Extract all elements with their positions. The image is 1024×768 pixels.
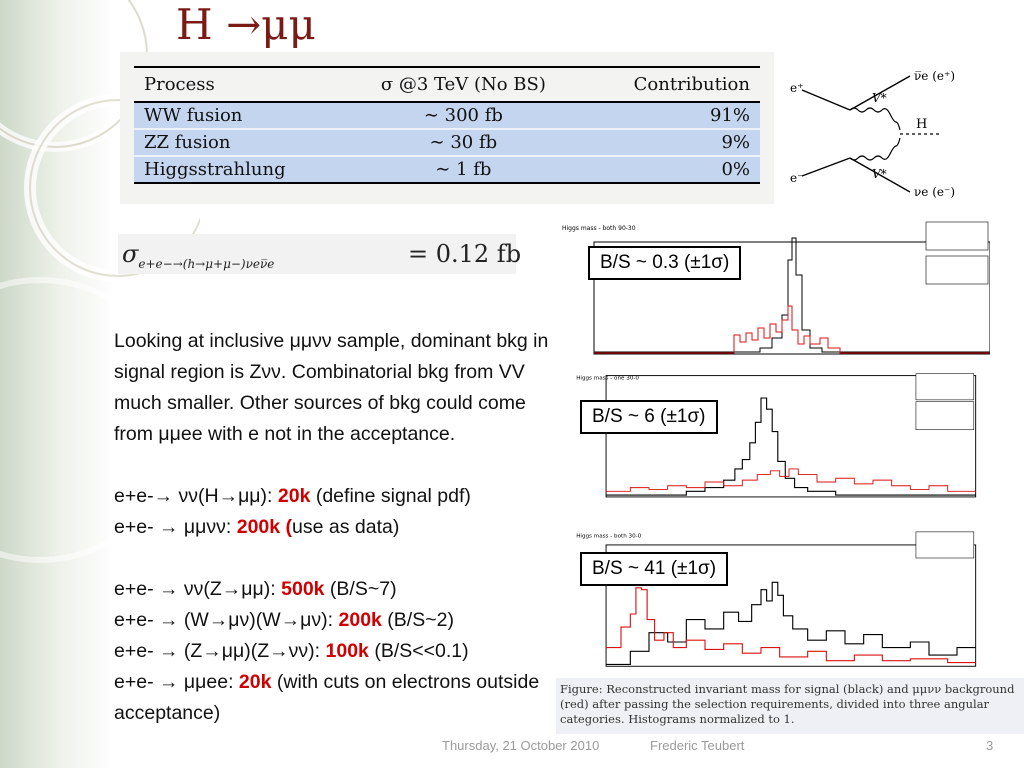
plot-frame <box>605 375 977 498</box>
cross-section-table: Process σ @3 TeV (No BS) Contribution WW… <box>120 52 774 204</box>
background-histogram <box>594 305 990 354</box>
line-text: e+e-→ νν(H→μμ): <box>114 485 278 507</box>
signal-histogram <box>606 397 976 496</box>
histogram-title: Higgs mass - both 30-0 <box>576 533 641 539</box>
stats-box <box>925 221 989 251</box>
header-process: Process <box>134 66 344 103</box>
line-note: (define signal pdf) <box>310 485 471 507</box>
event-count: 20k <box>277 485 311 507</box>
nu-bar-line <box>849 75 911 111</box>
formula-lhs: σe+e−→(h→μ+μ−)νeν̅e <box>122 240 274 271</box>
bs-label: B/S ~ 41 (±1σ) <box>580 552 729 586</box>
line-note: (B/S<<0.1) <box>368 640 469 662</box>
v-top-label: V* <box>872 91 887 105</box>
cell-process: WW fusion <box>144 105 243 126</box>
line-note: (B/S~7) <box>324 578 397 600</box>
event-count: 200k ( <box>236 516 293 538</box>
header-contribution: Contribution <box>583 66 760 103</box>
cell-contribution: 0% <box>721 159 750 180</box>
figure-caption: Figure: Reconstructed invariant mass for… <box>556 678 1024 734</box>
footer-date: Thursday, 21 October 2010 <box>442 738 600 753</box>
cross-section-formula: σe+e−→(h→μ+μ−)νeν̅e = 0.12 fb <box>118 234 521 274</box>
nu-label: νe (e⁻) <box>914 185 955 199</box>
table-row: Higgsstrahlung ∼ 1 fb 0% <box>134 156 760 183</box>
histogram-title: Higgs mass - one 30-0 <box>576 375 639 381</box>
histogram-one-30-0: Higgs mass - one 30-0 <box>574 370 977 510</box>
cell-sigma: ∼ 1 fb <box>435 159 492 180</box>
e-plus-label: e⁺ <box>790 81 803 95</box>
table-row: WW fusion ∼ 300 fb 91% <box>134 102 760 129</box>
v-bot-label: V* <box>872 167 887 181</box>
line-text: e+e- → (W→μν)(W→μν): <box>114 609 339 631</box>
event-count: 500k <box>281 578 325 600</box>
list-item: e+e- → νν(Z→μμ): 500k (B/S~7) <box>114 574 566 605</box>
event-count: 20k <box>238 671 272 693</box>
list-item: e+e- → (Z→μμ)(Z→νν): 100k (B/S<<0.1) <box>114 636 566 667</box>
background-histogram <box>606 587 976 664</box>
list-item: e+e- → (W→μν)(W→μν): 200k (B/S~2) <box>114 605 566 636</box>
e-minus-label: e⁻ <box>790 171 803 185</box>
line-text: e+e- → (Z→μμ)(Z→νν): <box>114 640 326 662</box>
plot-frame <box>605 544 977 667</box>
stats-box <box>915 401 975 431</box>
page-number: 3 <box>986 738 994 753</box>
nu-line <box>849 157 911 193</box>
header-sigma: σ @3 TeV (No BS) <box>343 66 584 103</box>
line-text: e+e- → νν(Z→μμ): <box>114 578 282 600</box>
event-count: 100k <box>325 640 369 662</box>
cell-contribution: 9% <box>721 132 750 153</box>
nu-bar-label: ν̅e (e⁺) <box>914 69 955 83</box>
v-top-wavy <box>849 107 901 131</box>
histogram-both-30-0: Higgs mass - both 30-0 <box>574 530 977 670</box>
stats-box <box>925 255 989 285</box>
bs-label: B/S ~ 6 (±1σ) <box>580 400 718 434</box>
background-histogram <box>606 468 976 492</box>
stats-box <box>915 373 975 401</box>
table-row: ZZ fusion ∼ 30 fb 9% <box>134 129 760 156</box>
cell-process: ZZ fusion <box>144 132 231 153</box>
list-item: e+e- → μμee: 20k (with cuts on electrons… <box>114 667 566 729</box>
line-note: (B/S~2) <box>381 609 454 631</box>
formula-value: = 0.12 fb <box>408 240 522 268</box>
cell-contribution: 91% <box>709 105 750 126</box>
line-text: e+e- → μμee: <box>114 671 239 693</box>
histogram-title: Higgs mass - both 90-30 <box>562 225 636 232</box>
cell-sigma: ∼ 30 fb <box>429 132 498 153</box>
e-plus-line <box>801 89 851 111</box>
e-minus-line <box>801 157 851 177</box>
cell-process: Higgsstrahlung <box>144 159 286 180</box>
h-label: H <box>916 117 927 132</box>
footer-author: Frederic Teubert <box>650 738 745 753</box>
formula-subscript: e+e−→(h→μ+μ−)νeν̅e <box>138 256 275 271</box>
line-note: use as data) <box>292 516 400 538</box>
formula-sigma: σ <box>122 240 139 268</box>
cell-sigma: ∼ 300 fb <box>423 105 503 126</box>
signal-histogram <box>606 581 976 665</box>
line-note: (with cuts on electrons outside acceptan… <box>114 671 540 724</box>
event-count: 200k <box>338 609 382 631</box>
body-text: Looking at inclusive μμνν sample, domina… <box>114 326 566 729</box>
list-item: e+e-→ νν(H→μμ): 20k (define signal pdf) <box>114 481 566 512</box>
signal-histogram <box>594 237 990 353</box>
intro-paragraph: Looking at inclusive μμνν sample, domina… <box>114 330 549 445</box>
list-item: e+e- → μμνν: 200k (use as data) <box>114 512 566 543</box>
line-text: e+e- → μμνν: <box>114 516 237 538</box>
bs-label: B/S ~ 0.3 (±1σ) <box>588 246 742 280</box>
slide-title: H →μμ <box>176 0 316 49</box>
histogram-both-90-30: Higgs mass - both 90-30 <box>560 220 990 360</box>
feynman-diagram: e⁺ e⁻ ν̅e (e⁺) νe (e⁻) H V* V* <box>790 69 955 199</box>
stats-box <box>915 531 975 559</box>
v-bot-wavy <box>849 137 901 161</box>
